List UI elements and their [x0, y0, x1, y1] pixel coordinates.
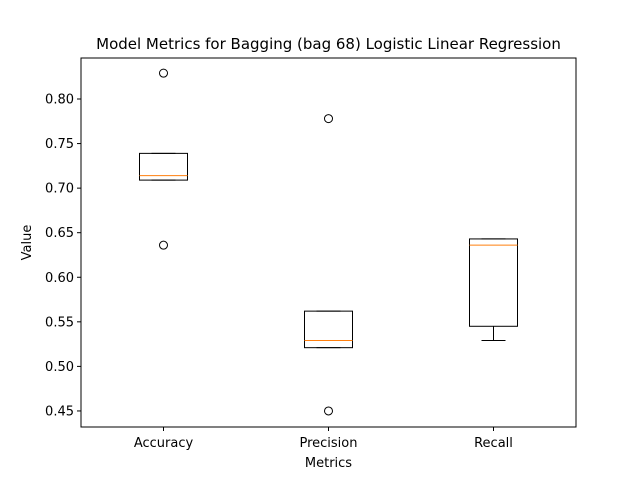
x-tick-label: Accuracy [134, 436, 194, 451]
x-axis-title: Metrics [305, 456, 352, 471]
box-accuracy [139, 152, 188, 181]
outlier-point [324, 406, 333, 416]
box-precision [304, 310, 353, 349]
y-tick-label: 0.50 [45, 360, 74, 375]
x-tick-label: Recall [474, 436, 513, 451]
outlier-point [324, 114, 333, 124]
y-tick-label: 0.75 [45, 137, 74, 152]
y-tick-label: 0.65 [45, 226, 74, 241]
x-tick-label: Precision [299, 436, 357, 451]
y-axis-title: Value [20, 225, 35, 261]
y-tick-label: 0.45 [45, 404, 74, 419]
y-tick-label: 0.55 [45, 315, 74, 330]
box-recall [469, 238, 518, 327]
plot-area: 0.45 0.50 0.55 0.60 0.65 0.70 0.75 0.80 Accuracy… [45, 57, 577, 451]
outlier-point [159, 68, 168, 78]
outlier-point [159, 240, 168, 250]
plot-frame [80, 57, 577, 428]
y-tick-label: 0.70 [45, 182, 74, 197]
y-tick-label: 0.60 [45, 271, 74, 286]
y-tick-label: 0.80 [45, 93, 74, 108]
chart-title: Model Metrics for Bagging (bag 68) Logis… [96, 35, 561, 53]
